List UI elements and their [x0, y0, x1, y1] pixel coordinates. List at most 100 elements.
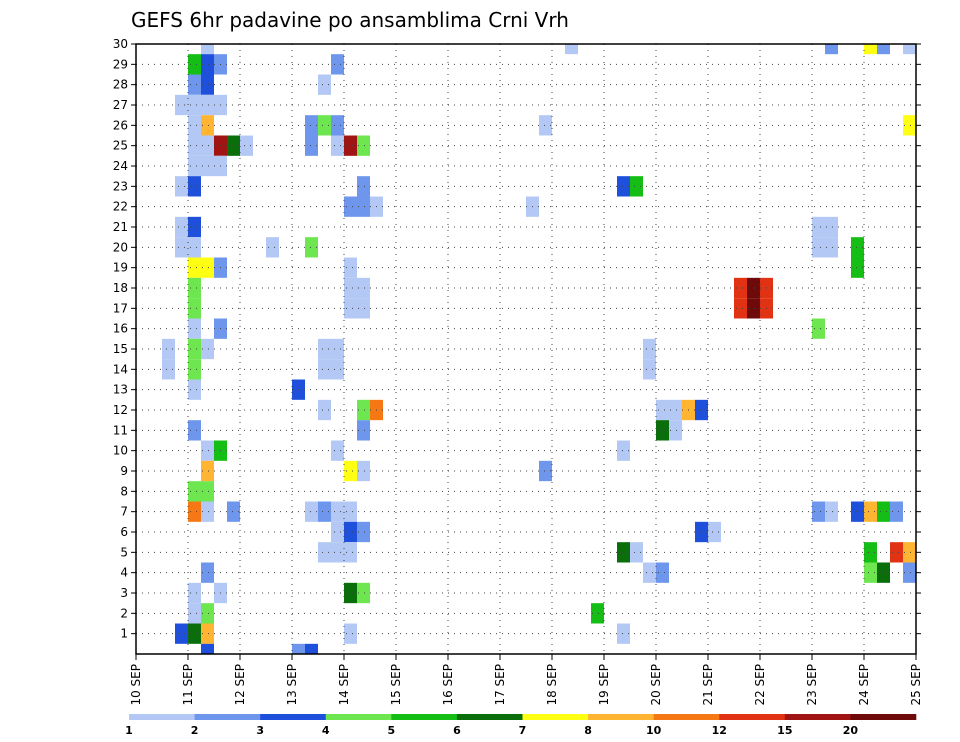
heat-cell	[344, 460, 357, 482]
colorbar-segment	[653, 714, 720, 720]
heat-cell	[656, 420, 669, 441]
y-tick-label: 21	[113, 220, 128, 234]
heat-cell	[188, 74, 201, 95]
heat-cell	[305, 501, 318, 522]
heat-cell	[305, 643, 318, 654]
colorbar-label: 3	[256, 724, 264, 737]
heat-cell	[240, 135, 253, 156]
y-tick-label: 30	[113, 37, 128, 51]
heat-cell	[162, 338, 175, 360]
y-tick-label: 7	[120, 505, 128, 519]
heat-cell	[331, 54, 344, 75]
heat-cell	[201, 115, 214, 136]
grid-layer	[136, 44, 916, 654]
heat-cell	[591, 603, 604, 624]
heat-cell	[643, 359, 656, 380]
x-tick-label: 24 SEP	[857, 664, 871, 706]
y-tick-label: 28	[113, 78, 128, 92]
heat-cell	[903, 562, 916, 583]
heat-cell	[617, 440, 630, 461]
heat-cell	[201, 257, 214, 278]
heat-cell	[890, 501, 903, 522]
heat-cell	[344, 135, 357, 156]
heat-cell	[695, 521, 708, 543]
heat-cell	[864, 501, 877, 522]
heat-cell	[734, 277, 747, 299]
heat-cell	[864, 562, 877, 583]
colorbar-segment	[325, 714, 392, 720]
heat-cell	[175, 237, 188, 258]
heat-cell	[539, 115, 552, 136]
heat-cell	[175, 216, 188, 238]
x-axis: 10 SEP 11 SEP 12 SEP 13 SEP 14 SEP 15 SEP 16 S…	[129, 654, 923, 706]
colorbar: 1 2 3 4 5 6 7 8 10 12 15 20	[125, 714, 917, 737]
heat-cell	[201, 74, 214, 95]
heat-cell	[227, 135, 240, 156]
heat-cell	[357, 420, 370, 441]
heat-cell	[357, 135, 370, 156]
x-tick-label: 14 SEP	[337, 664, 351, 706]
heat-cell	[812, 216, 825, 238]
colorbar-segment	[456, 714, 523, 720]
colorbar-label: 8	[584, 724, 592, 737]
x-tick-label: 17 SEP	[493, 664, 507, 706]
heat-cell	[201, 603, 214, 624]
colorbar-segment	[522, 714, 589, 720]
heat-cell	[851, 501, 864, 522]
colorbar-label: 6	[453, 724, 461, 737]
colorbar-segment	[719, 714, 786, 720]
heat-cell	[201, 94, 214, 116]
heat-cell	[357, 460, 370, 482]
heat-cell	[188, 257, 201, 278]
colorbar-segment	[129, 714, 195, 720]
colorbar-label: 12	[712, 724, 727, 737]
heat-cell	[903, 44, 916, 55]
heat-cell	[227, 501, 240, 522]
y-tick-label: 25	[113, 139, 128, 153]
y-tick-label: 8	[120, 484, 128, 498]
heat-cell	[747, 298, 760, 319]
x-tick-label: 10 SEP	[129, 664, 143, 706]
x-tick-label: 13 SEP	[285, 664, 299, 706]
heat-cell	[188, 338, 201, 360]
heat-cell	[695, 399, 708, 421]
heat-cell	[318, 338, 331, 360]
heat-cell	[188, 94, 201, 116]
heat-cell	[344, 501, 357, 522]
heat-cell	[617, 176, 630, 197]
y-tick-label: 19	[113, 261, 128, 275]
heat-cell	[318, 115, 331, 136]
heat-cell	[812, 237, 825, 258]
colorbar-segment	[391, 714, 458, 720]
y-tick-label: 15	[113, 342, 128, 356]
x-tick-label: 11 SEP	[181, 664, 195, 706]
heat-cell	[890, 542, 903, 563]
heat-cell	[318, 74, 331, 95]
heat-cell	[188, 237, 201, 258]
heat-cell	[201, 643, 214, 654]
heat-cell	[357, 196, 370, 217]
colorbar-label: 7	[519, 724, 527, 737]
y-tick-label: 26	[113, 118, 128, 132]
heat-cell	[643, 562, 656, 583]
heat-cell	[201, 501, 214, 522]
y-tick-label: 13	[113, 383, 128, 397]
heat-cell	[188, 501, 201, 522]
heat-cell	[201, 44, 214, 55]
heat-cell	[188, 54, 201, 75]
heat-cell	[357, 277, 370, 299]
colorbar-label: 2	[191, 724, 199, 737]
heat-cell	[617, 623, 630, 644]
heat-cell	[877, 501, 890, 522]
heat-cell	[188, 623, 201, 644]
y-tick-label: 14	[113, 362, 128, 376]
heat-cell	[825, 44, 838, 55]
heat-cell	[344, 542, 357, 563]
heat-cell	[539, 460, 552, 482]
heat-cell	[825, 237, 838, 258]
heat-cell	[812, 501, 825, 522]
heat-cell	[344, 277, 357, 299]
x-tick-label: 22 SEP	[753, 664, 767, 706]
chart-title: GEFS 6hr padavine po ansamblima Crni Vrh	[131, 8, 569, 32]
heat-cell	[812, 318, 825, 339]
